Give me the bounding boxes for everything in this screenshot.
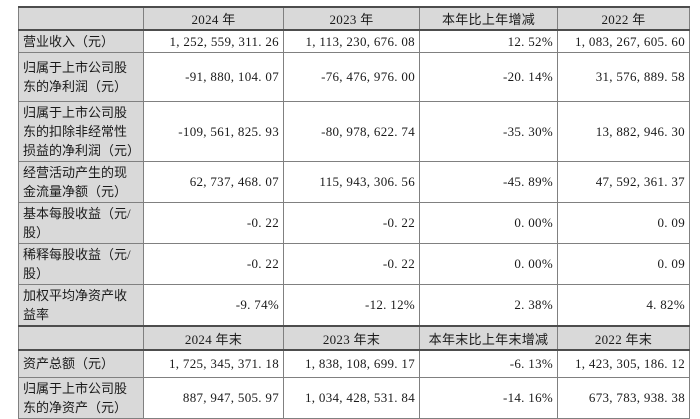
- cell-2022: 1, 083, 267, 605. 60: [557, 29, 690, 53]
- cell-2024: -0. 22: [143, 243, 284, 285]
- cell-2022: 4. 82%: [557, 284, 690, 327]
- cell-2022: 0. 09: [557, 202, 690, 244]
- cell-change: -6. 13%: [419, 349, 558, 378]
- cell-change: 0. 00%: [419, 202, 558, 244]
- column-header-2024: 2024 年: [143, 6, 284, 31]
- cell-2022: 673, 783, 938. 38: [557, 376, 690, 419]
- table-row-total-assets: 资产总额（元） 1, 725, 345, 371. 18 1, 838, 108…: [18, 349, 690, 378]
- cell-2024: -109, 561, 825. 93: [143, 101, 284, 162]
- row-label: 营业收入（元）: [18, 29, 144, 53]
- cell-2024: 1, 725, 345, 371. 18: [143, 349, 284, 378]
- financial-summary-table: 2024 年 2023 年 本年比上年增减 2022 年 营业收入（元） 1, …: [18, 6, 690, 419]
- column-header-2022-yearend: 2022 年末: [557, 325, 690, 351]
- cell-change: 2. 38%: [419, 284, 558, 327]
- cell-2023: -80, 978, 622. 74: [283, 101, 420, 162]
- cell-change: 12. 52%: [419, 29, 558, 53]
- cell-2023: 1, 034, 428, 531. 84: [283, 376, 420, 419]
- cell-change: -14. 16%: [419, 376, 558, 419]
- column-header-2023: 2023 年: [283, 6, 420, 31]
- table-row-operating-cash-flow: 经营活动产生的现金流量净额（元） 62, 737, 468. 07 115, 9…: [18, 161, 690, 203]
- row-label: 归属于上市公司股东的扣除非经常性损益的净利润（元）: [18, 101, 144, 162]
- row-label: 加权平均净资产收益率: [18, 284, 144, 327]
- cell-2023: -0. 22: [283, 202, 420, 244]
- cell-2022: 1, 423, 305, 186. 12: [557, 349, 690, 378]
- table-row-basic-eps: 基本每股收益（元/股） -0. 22 -0. 22 0. 00% 0. 09: [18, 202, 690, 244]
- table-row-net-profit: 归属于上市公司股东的净利润（元） -91, 880, 104. 07 -76, …: [18, 52, 690, 102]
- table-row-diluted-eps: 稀释每股收益（元/股） -0. 22 -0. 22 0. 00% 0. 09: [18, 243, 690, 285]
- cell-2022: 31, 576, 889. 58: [557, 52, 690, 102]
- cell-change: -35. 30%: [419, 101, 558, 162]
- row-label: 资产总额（元）: [18, 349, 144, 378]
- table-row-weighted-avg-roe: 加权平均净资产收益率 -9. 74% -12. 12% 2. 38% 4. 82…: [18, 284, 690, 327]
- cell-2023: -0. 22: [283, 243, 420, 285]
- column-header-yoy-change: 本年比上年增减: [419, 6, 558, 31]
- row-label: 经营活动产生的现金流量净额（元）: [18, 161, 144, 203]
- cell-2024: 62, 737, 468. 07: [143, 161, 284, 203]
- cell-2022: 13, 882, 946. 30: [557, 101, 690, 162]
- cell-2022: 47, 592, 361. 37: [557, 161, 690, 203]
- cell-2024: -91, 880, 104. 07: [143, 52, 284, 102]
- section2-header-row: 2024 年末 2023 年末 本年末比上年末增减 2022 年末: [18, 325, 690, 351]
- cell-change: 0. 00%: [419, 243, 558, 285]
- cell-change: -45. 89%: [419, 161, 558, 203]
- row-label: 归属于上市公司股东的净资产（元）: [18, 376, 144, 419]
- column-header-2022: 2022 年: [557, 6, 690, 31]
- row-label: 稀释每股收益（元/股）: [18, 243, 144, 285]
- row-label: 归属于上市公司股东的净利润（元）: [18, 52, 144, 102]
- cell-change: -20. 14%: [419, 52, 558, 102]
- corner-cell: [18, 6, 144, 31]
- column-header-yearend-change: 本年末比上年末增减: [419, 325, 558, 351]
- cell-2023: -12. 12%: [283, 284, 420, 327]
- table-row-net-assets: 归属于上市公司股东的净资产（元） 887, 947, 505. 97 1, 03…: [18, 376, 690, 419]
- cell-2023: 115, 943, 306. 56: [283, 161, 420, 203]
- table-row-revenue: 营业收入（元） 1, 252, 559, 311. 26 1, 113, 230…: [18, 29, 690, 53]
- column-header-2023-yearend: 2023 年末: [283, 325, 420, 351]
- cell-2024: 1, 252, 559, 311. 26: [143, 29, 284, 53]
- cell-2024: -0. 22: [143, 202, 284, 244]
- corner-cell: [18, 325, 144, 351]
- cell-2024: -9. 74%: [143, 284, 284, 327]
- table-row-net-profit-excl-nonrecurring: 归属于上市公司股东的扣除非经常性损益的净利润（元） -109, 561, 825…: [18, 101, 690, 162]
- cell-2022: 0. 09: [557, 243, 690, 285]
- row-label: 基本每股收益（元/股）: [18, 202, 144, 244]
- column-header-2024-yearend: 2024 年末: [143, 325, 284, 351]
- cell-2023: -76, 476, 976. 00: [283, 52, 420, 102]
- cell-2023: 1, 838, 108, 699. 17: [283, 349, 420, 378]
- cell-2024: 887, 947, 505. 97: [143, 376, 284, 419]
- section1-header-row: 2024 年 2023 年 本年比上年增减 2022 年: [18, 6, 690, 31]
- cell-2023: 1, 113, 230, 676. 08: [283, 29, 420, 53]
